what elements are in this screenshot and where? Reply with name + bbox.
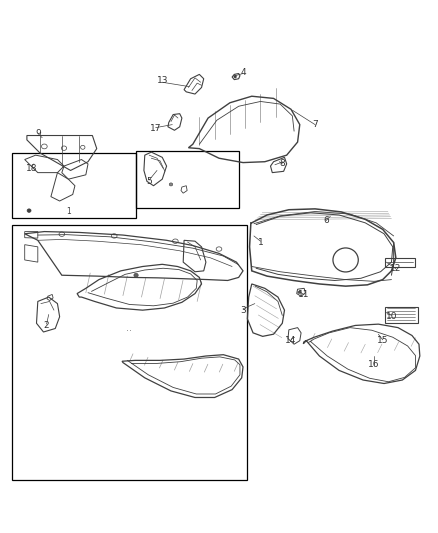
Text: 16: 16 (368, 360, 380, 369)
Text: 17: 17 (150, 125, 162, 133)
Text: 11: 11 (298, 290, 310, 300)
Text: 1: 1 (66, 207, 71, 216)
Text: 2: 2 (44, 321, 49, 330)
Text: 3: 3 (240, 305, 246, 314)
Text: 4: 4 (240, 68, 246, 77)
Text: 18: 18 (25, 164, 37, 173)
Text: 13: 13 (156, 76, 168, 85)
Text: 8: 8 (279, 159, 285, 168)
Text: 10: 10 (386, 312, 397, 321)
Text: 5: 5 (146, 177, 152, 186)
Text: 6: 6 (323, 216, 329, 225)
Ellipse shape (134, 273, 138, 277)
Text: 12: 12 (390, 264, 402, 273)
Text: 7: 7 (312, 120, 318, 129)
Text: 1: 1 (258, 238, 263, 247)
Ellipse shape (27, 209, 31, 212)
Ellipse shape (169, 183, 173, 186)
Text: 9: 9 (35, 129, 41, 138)
Text: 14: 14 (285, 336, 297, 345)
Ellipse shape (234, 75, 237, 78)
Text: ..: .. (127, 322, 132, 333)
Ellipse shape (298, 291, 301, 294)
Text: 15: 15 (377, 336, 389, 345)
